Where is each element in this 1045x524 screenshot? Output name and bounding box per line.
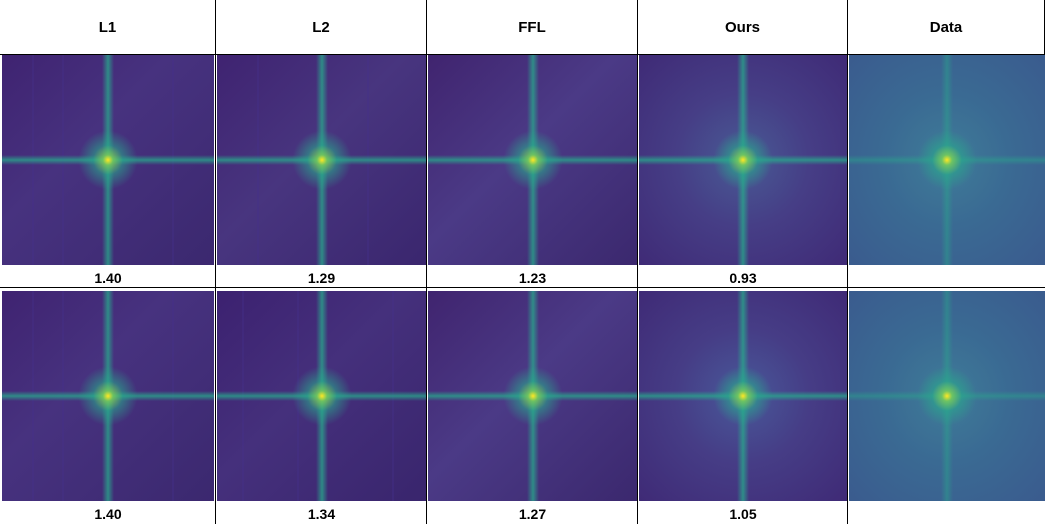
value-ffl-row2: 1.27 bbox=[428, 505, 637, 523]
spectrum-ffl-row1 bbox=[428, 55, 637, 265]
value-data-row2 bbox=[849, 505, 1045, 523]
spectrum-data-row1 bbox=[849, 55, 1045, 265]
header-l1: L1 bbox=[0, 0, 216, 54]
spectrum-ours-row1 bbox=[639, 55, 847, 265]
spectrum-l1-row2 bbox=[2, 291, 214, 501]
value-l2-row1: 1.29 bbox=[217, 269, 426, 287]
column-divider-2 bbox=[426, 0, 427, 524]
header-ffl: FFL bbox=[427, 0, 638, 54]
header-l2: L2 bbox=[216, 0, 427, 54]
value-data-row1 bbox=[849, 269, 1045, 287]
value-ours-row2: 1.05 bbox=[639, 505, 847, 523]
header-ours: Ours bbox=[638, 0, 848, 54]
spectrum-data-row2 bbox=[849, 291, 1045, 501]
spectrum-l2-row1 bbox=[217, 55, 426, 265]
column-divider-1 bbox=[215, 0, 216, 524]
spectrum-l2-row2 bbox=[217, 291, 426, 501]
value-l1-row2: 1.40 bbox=[2, 505, 214, 523]
header-divider bbox=[0, 54, 1045, 55]
value-l1-row1: 1.40 bbox=[2, 269, 214, 287]
value-ours-row1: 0.93 bbox=[639, 269, 847, 287]
value-l2-row2: 1.34 bbox=[217, 505, 426, 523]
header-data: Data bbox=[848, 0, 1045, 54]
column-divider-3 bbox=[637, 0, 638, 524]
spectrum-l1-row1 bbox=[2, 55, 214, 265]
value-ffl-row1: 1.23 bbox=[428, 269, 637, 287]
spectrum-ours-row2 bbox=[639, 291, 847, 501]
spectrum-ffl-row2 bbox=[428, 291, 637, 501]
row-divider bbox=[0, 287, 1045, 288]
column-divider-4 bbox=[847, 0, 848, 524]
